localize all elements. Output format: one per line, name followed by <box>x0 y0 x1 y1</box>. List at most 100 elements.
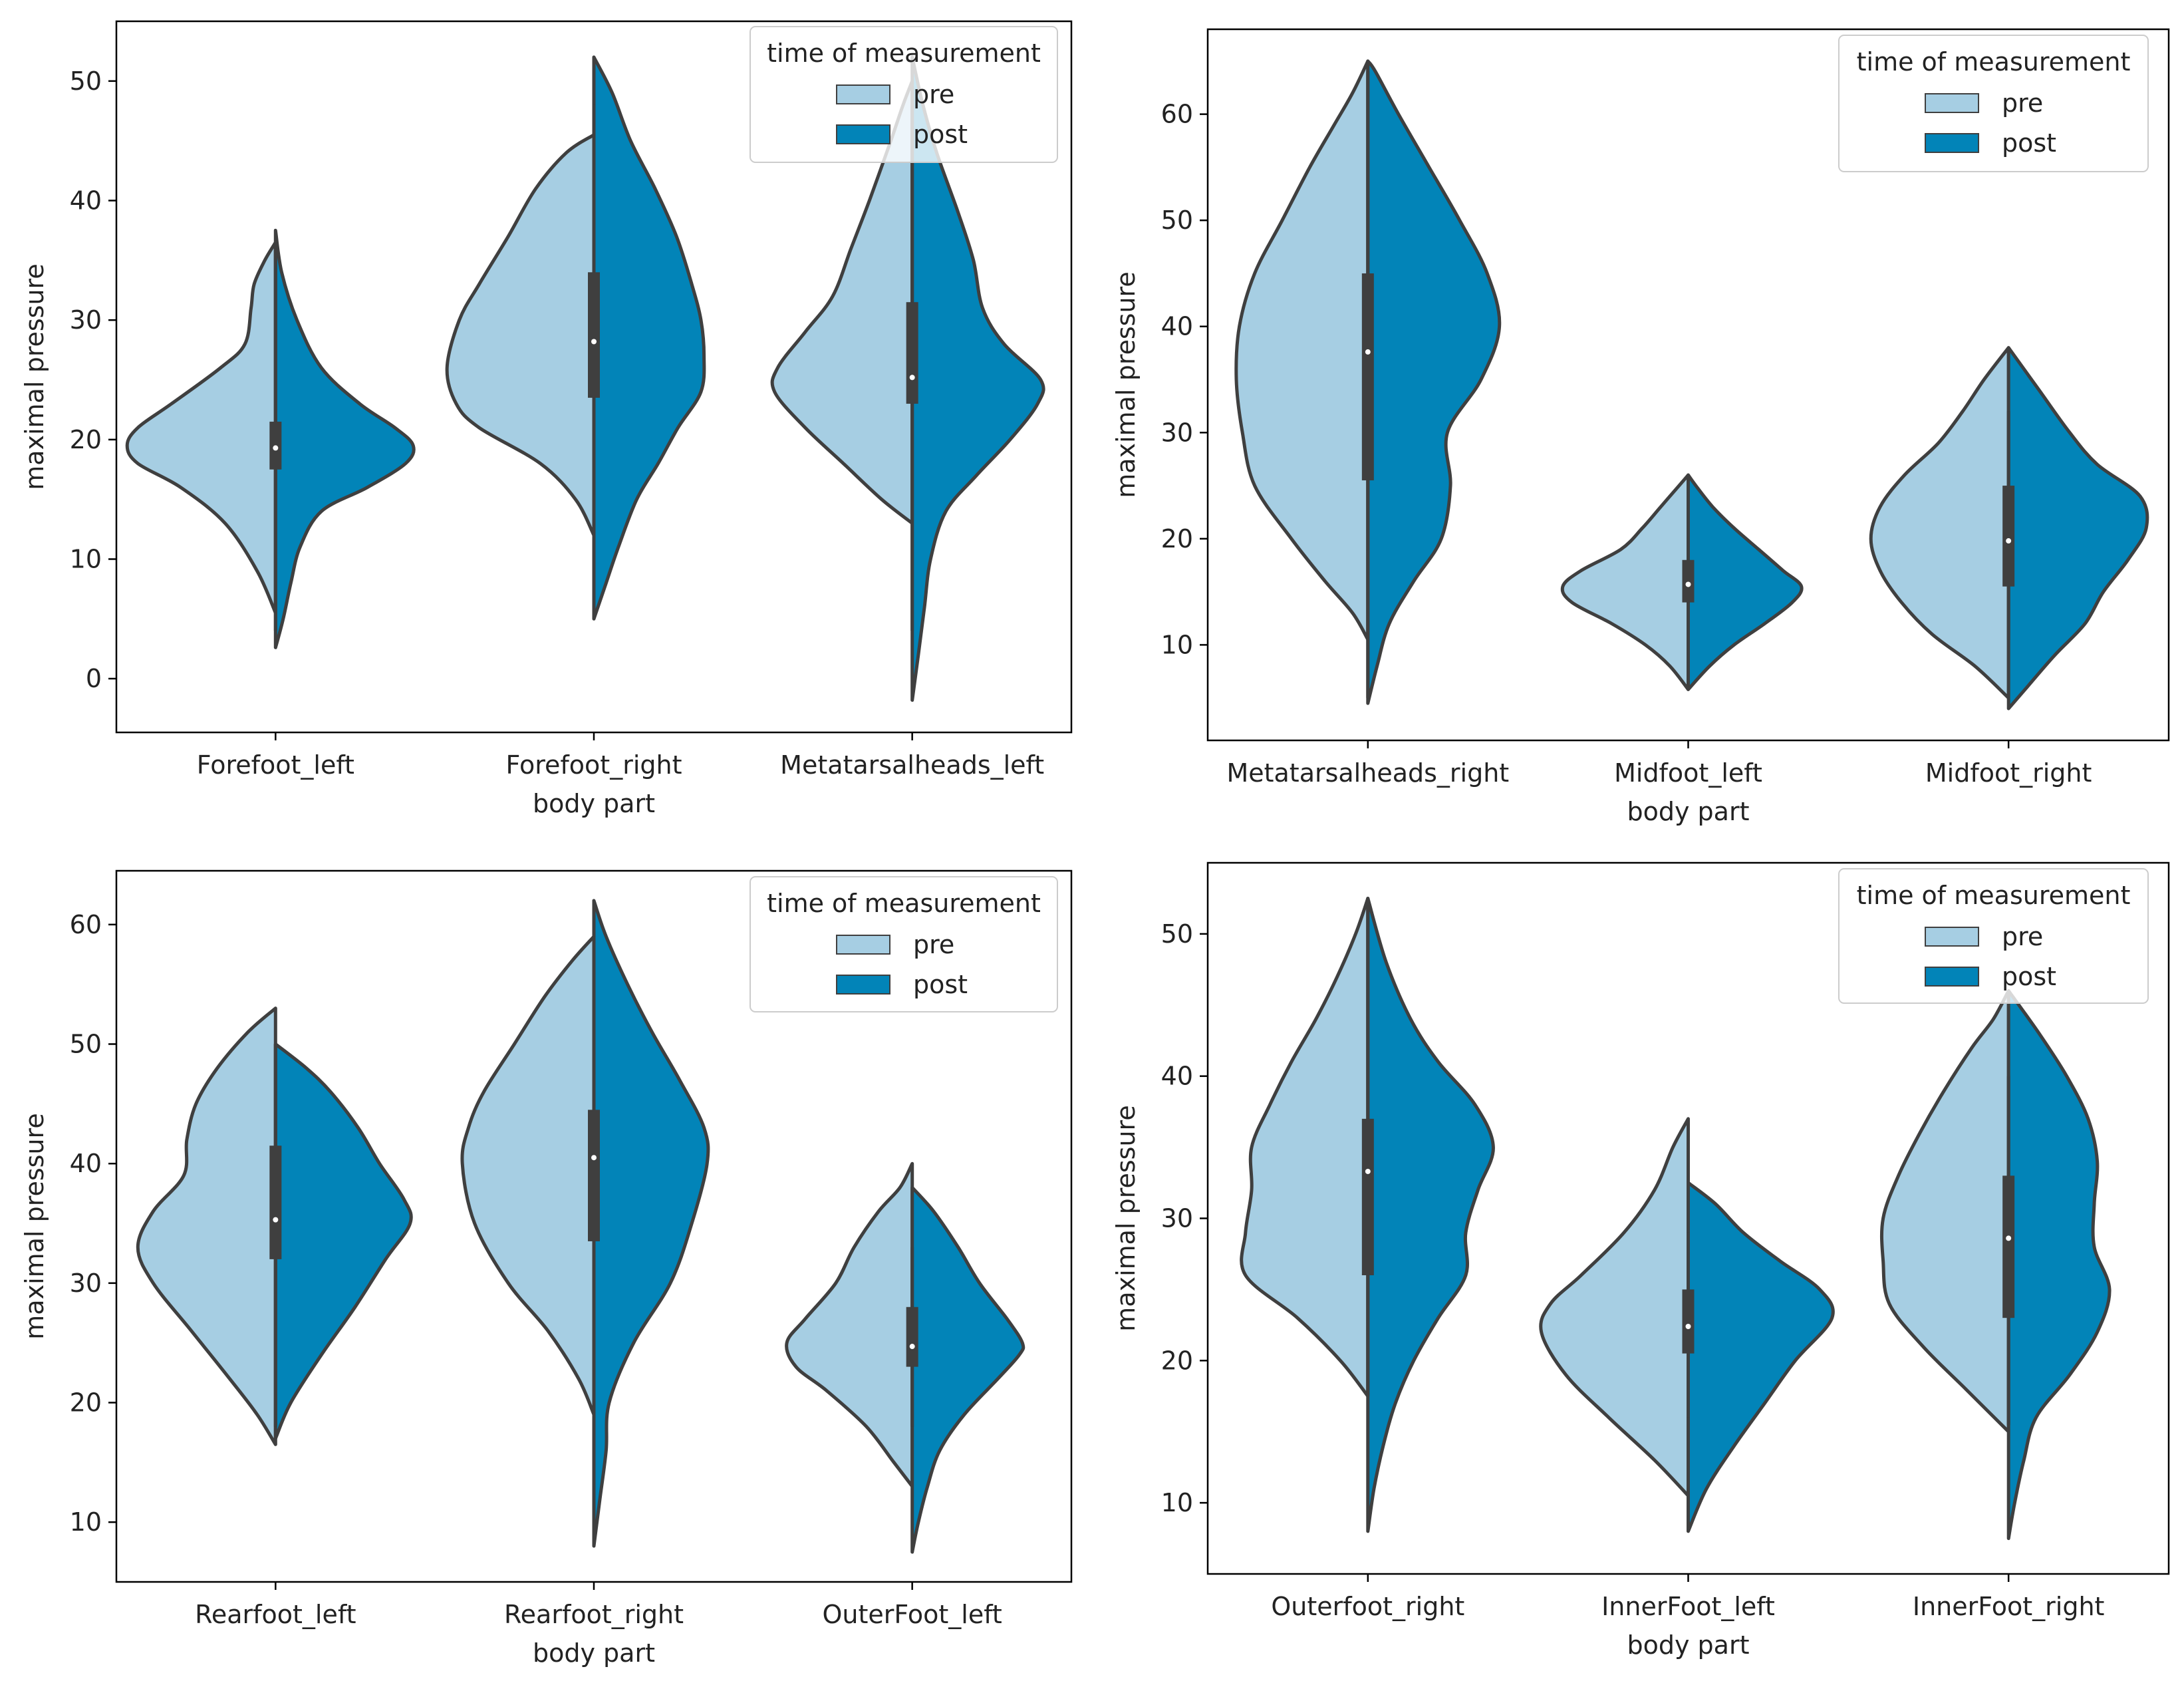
box-Metatarsalheads_left <box>906 302 918 404</box>
box-Outerfoot_right <box>1361 1118 1374 1276</box>
median-Metatarsalheads_right <box>1365 349 1371 355</box>
legend: time of measurement pre post <box>750 26 1058 163</box>
legend-title: time of measurement <box>1857 881 2131 910</box>
violin-pre-Midfoot_right <box>1869 346 2010 700</box>
x-tick-label: InnerFoot_right <box>1913 1592 2105 1621</box>
box-Midfoot_right <box>2002 486 2015 587</box>
chart-panel-3: 10 20 30 40 50 60 Rearfoot_left Rearfoot_right O… <box>20 869 1073 1668</box>
median-Metatarsalheads_left <box>909 375 915 381</box>
legend-swatch-post <box>836 975 890 995</box>
y-tick-label: 20 <box>70 1388 102 1418</box>
median-InnerFoot_left <box>1685 1323 1691 1329</box>
median-Midfoot_left <box>1685 581 1691 587</box>
violin-pre-Outerfoot_right <box>1240 897 1370 1398</box>
violin-post-Rearfoot_left <box>273 1042 413 1440</box>
chart-panel-2: 10 20 30 40 50 60 Metatarsalheads_right Midfoot… <box>1111 28 2170 826</box>
legend-box <box>750 876 1058 1012</box>
x-tick-label: Rearfoot_right <box>504 1600 684 1629</box>
y-tick-label: 50 <box>70 1030 102 1059</box>
y-axis-label: maximal pressure <box>20 1113 49 1339</box>
legend: time of measurement pre post <box>1838 868 2149 1004</box>
x-tick-label: Outerfoot_right <box>1271 1592 1464 1621</box>
x-axis-label: body part <box>533 789 655 818</box>
y-tick-label: 20 <box>1161 1346 1193 1375</box>
y-tick-label: 10 <box>70 544 102 573</box>
legend-box <box>1838 868 2149 1004</box>
x-tick-label: InnerFoot_left <box>1601 1592 1775 1621</box>
y-axis-label: maximal pressure <box>20 263 49 490</box>
y-tick-label: 40 <box>1161 1062 1193 1091</box>
median-InnerFoot_right <box>2006 1235 2012 1241</box>
violin-post-Metatarsalheads_right <box>1366 59 1502 705</box>
legend-label-post: post <box>2002 128 2056 158</box>
chart-panel-1: 0 10 20 30 40 50 Forefoot_left Forefoot_right Me… <box>20 20 1073 818</box>
median-Outerfoot_right <box>1365 1168 1371 1174</box>
box-InnerFoot_left <box>1682 1289 1695 1354</box>
violin-pre-InnerFoot_left <box>1539 1117 1690 1497</box>
violin-pre-Forefoot_left <box>125 240 277 615</box>
x-tick-label: Metatarsalheads_left <box>780 750 1044 780</box>
median-Rearfoot_right <box>591 1155 597 1161</box>
y-tick-label: 60 <box>1161 100 1193 129</box>
legend-label-pre: pre <box>2002 922 2043 951</box>
legend-label-post: post <box>913 120 968 149</box>
box-Rearfoot_left <box>269 1146 282 1259</box>
legend-swatch-pre <box>1925 93 1979 113</box>
box-Rearfoot_right <box>588 1110 600 1241</box>
legend-swatch-pre <box>836 84 890 104</box>
median-OuterFoot_left <box>909 1344 915 1350</box>
y-tick-label: 60 <box>70 910 102 939</box>
median-Rearfoot_left <box>273 1217 279 1223</box>
violin-post-Midfoot_left <box>1687 473 1804 691</box>
violin-post-Forefoot_right <box>592 55 706 621</box>
x-tick-label: Forefoot_right <box>506 750 682 780</box>
y-axis-label: maximal pressure <box>1111 1105 1141 1331</box>
violin-pre-Forefoot_right <box>445 133 596 537</box>
x-axis-label: body part <box>533 1638 655 1668</box>
median-Forefoot_right <box>591 339 597 345</box>
legend-swatch-post <box>836 124 890 144</box>
violin-pre-Metatarsalheads_right <box>1234 59 1370 641</box>
box-InnerFoot_right <box>2002 1175 2015 1318</box>
legend: time of measurement pre post <box>1838 35 2149 172</box>
x-tick-label: Rearfoot_left <box>195 1600 356 1629</box>
legend-label-post: post <box>913 970 968 999</box>
legend-label-pre: pre <box>913 80 954 109</box>
median-Forefoot_left <box>273 445 279 451</box>
x-tick-label: Midfoot_right <box>1925 758 2092 788</box>
y-tick-label: 30 <box>1161 1204 1193 1233</box>
y-tick-label: 20 <box>70 425 102 454</box>
violin-pre-InnerFoot_right <box>1879 989 2010 1434</box>
violin-post-Rearfoot_right <box>592 899 710 1548</box>
y-tick-label: 30 <box>1161 418 1193 447</box>
violin-pre-Rearfoot_left <box>136 1006 277 1446</box>
y-tick-label: 0 <box>86 664 102 693</box>
chart-panel-4: 10 20 30 40 50 Outerfoot_right InnerFoot_left I… <box>1111 861 2170 1660</box>
violin-pre-Rearfoot_right <box>460 935 596 1416</box>
box-Forefoot_right <box>588 272 600 398</box>
box-Metatarsalheads_right <box>1361 273 1374 481</box>
y-tick-label: 10 <box>1161 630 1193 659</box>
x-tick-label: Metatarsalheads_right <box>1226 758 1509 788</box>
violin-post-InnerFoot_right <box>2006 989 2112 1541</box>
legend-swatch-post <box>1925 967 1979 987</box>
y-tick-label: 30 <box>70 305 102 335</box>
legend-box <box>1838 35 2149 172</box>
legend-title: time of measurement <box>767 39 1041 68</box>
legend: time of measurement pre post <box>750 876 1058 1012</box>
x-axis-label: body part <box>1627 797 1750 826</box>
violin-post-OuterFoot_left <box>910 1185 1025 1554</box>
legend-title: time of measurement <box>767 889 1041 918</box>
x-tick-label: Forefoot_left <box>197 750 354 780</box>
legend-swatch-post <box>1925 133 1979 153</box>
y-tick-label: 10 <box>1161 1488 1193 1517</box>
legend-label-pre: pre <box>2002 88 2043 118</box>
y-tick-label: 50 <box>1161 919 1193 949</box>
y-tick-label: 50 <box>70 67 102 96</box>
legend-label-pre: pre <box>913 930 954 959</box>
legend-title: time of measurement <box>1857 47 2131 77</box>
y-tick-label: 10 <box>70 1507 102 1537</box>
violin-post-InnerFoot_left <box>1687 1181 1835 1533</box>
legend-swatch-pre <box>1925 927 1979 947</box>
legend-box <box>750 26 1058 163</box>
